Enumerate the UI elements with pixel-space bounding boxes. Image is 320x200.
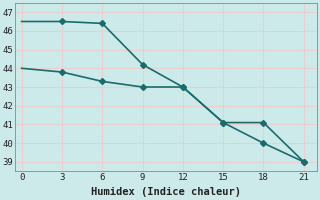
X-axis label: Humidex (Indice chaleur): Humidex (Indice chaleur) [91,187,241,197]
